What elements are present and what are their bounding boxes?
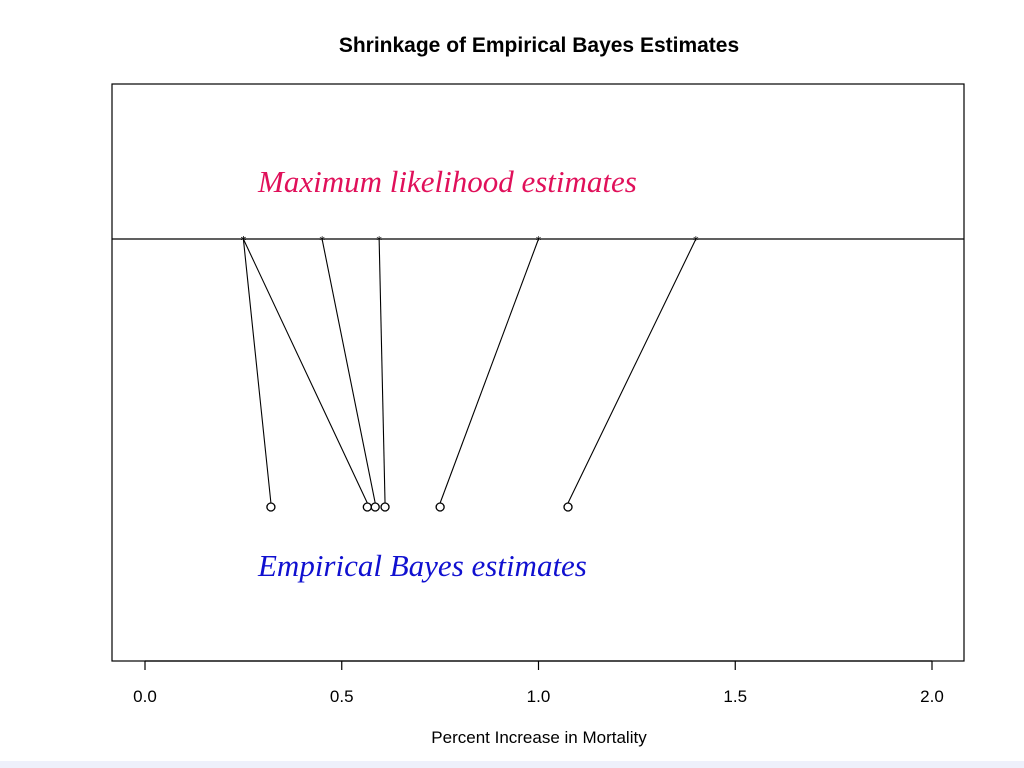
x-tick-label: 1.0 [527,687,551,706]
x-tick-label: 2.0 [920,687,944,706]
mle-point: * [693,234,699,247]
eb-point [362,502,372,512]
x-tick-label: 0.5 [330,687,354,706]
chart-title: Shrinkage of Empirical Bayes Estimates [339,34,739,57]
x-ticks: 0.0 0.5 1.0 1.5 2.0 [133,661,944,706]
eb-point [370,502,380,512]
shrinkage-line [242,238,368,504]
mle-point: * [241,234,247,247]
shrinkage-lines [242,238,697,504]
eb-point [380,502,390,512]
x-axis: 0.0 0.5 1.0 1.5 2.0 [133,660,944,706]
mle-point: * [536,234,542,247]
shrinkage-line [321,238,376,504]
mle-points: ** * * * * [241,234,700,247]
eb-point [266,502,276,512]
shrinkage-line [378,238,386,504]
bottom-strip [0,761,1024,768]
eb-point [435,502,445,512]
mle-point: * [319,234,325,247]
eb-annotation: Empirical Bayes estimates [257,548,587,583]
eb-point [563,502,573,512]
x-tick-label: 1.5 [723,687,747,706]
shrinkage-line [567,238,697,504]
x-tick-label: 0.0 [133,687,157,706]
shrinkage-line [439,238,540,504]
mle-annotation: Maximum likelihood estimates [257,164,637,199]
shrinkage-line [242,238,272,504]
eb-points [266,502,573,512]
mle-point: * [241,234,247,247]
x-axis-label: Percent Increase in Mortality [431,728,647,747]
mle-point: * [376,234,382,247]
